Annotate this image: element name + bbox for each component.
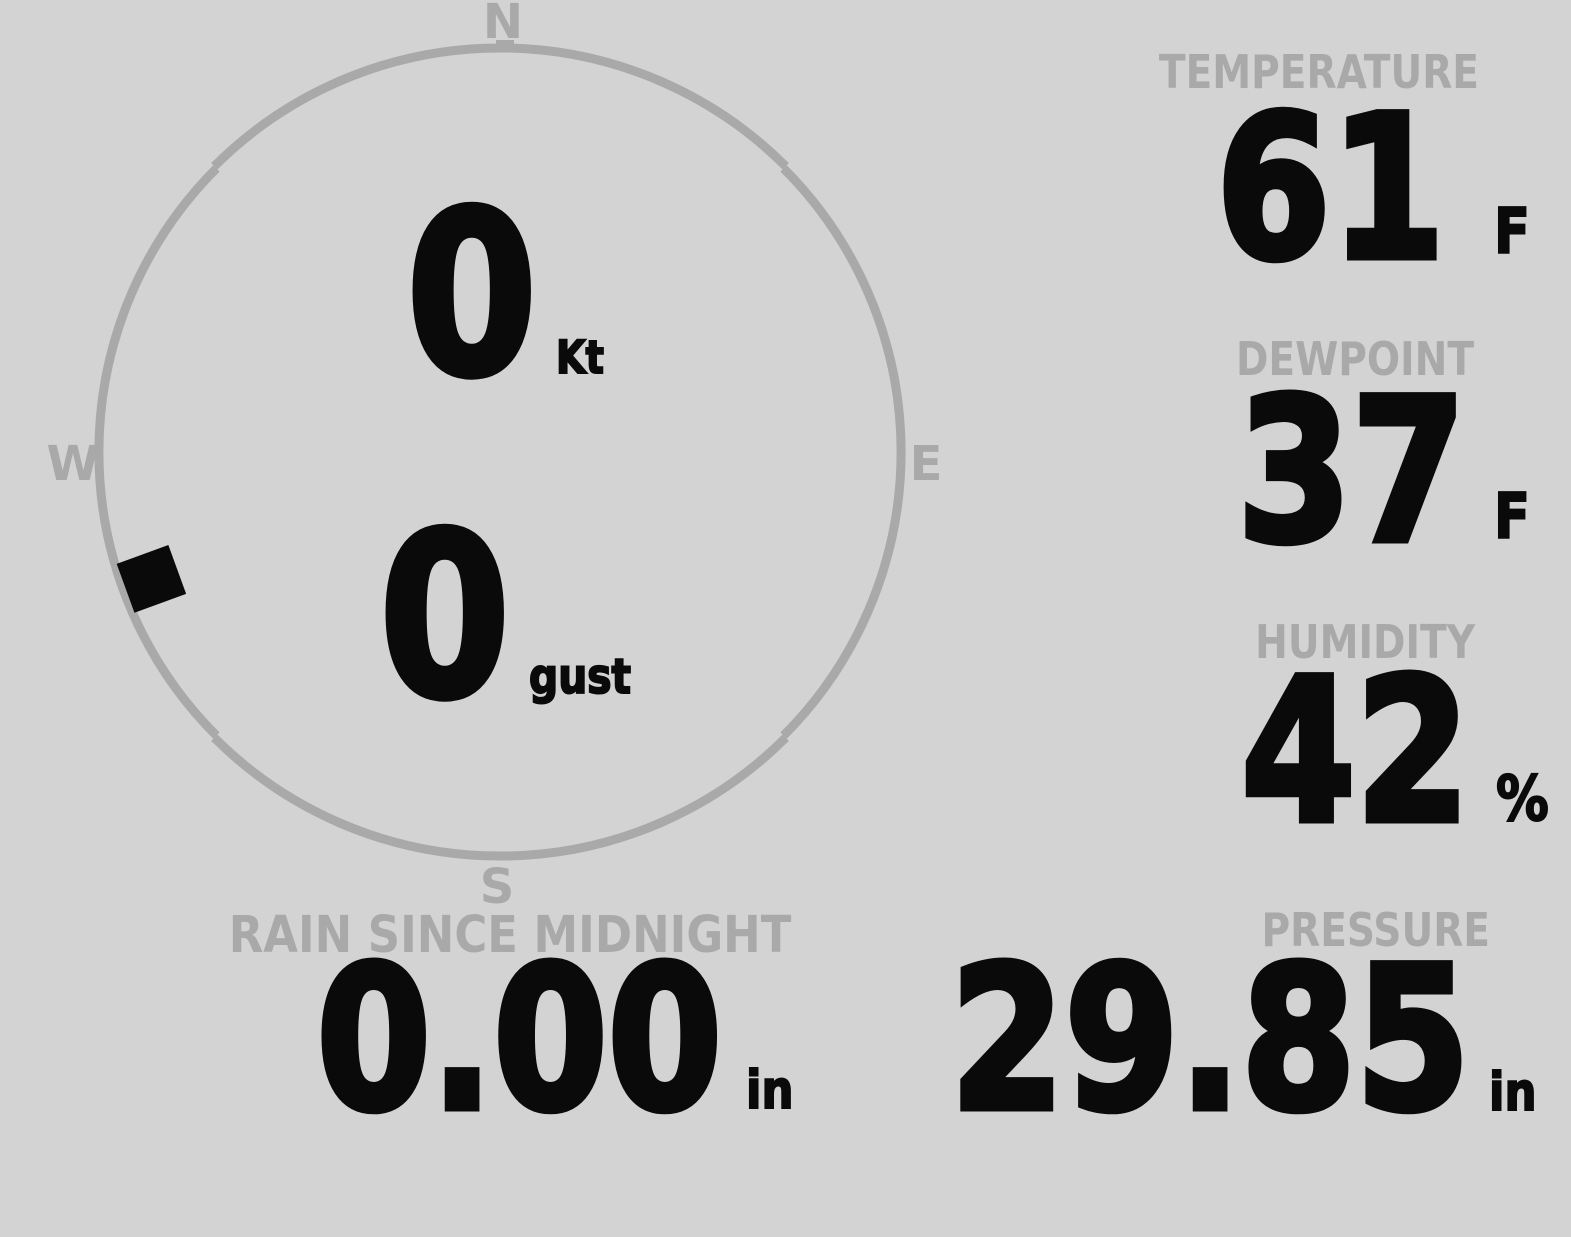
wind-speed-readout: 0 Kt xyxy=(403,160,605,430)
humidity-unit: % xyxy=(1496,763,1549,835)
temperature-value: 61 xyxy=(1216,73,1445,304)
dewpoint-label: DEWPOINT xyxy=(1236,333,1474,387)
temperature-unit: F xyxy=(1494,196,1530,268)
wind-gust-value: 0 xyxy=(379,485,510,748)
rain-label: RAIN SINCE MIDNIGHT xyxy=(229,905,792,964)
rain-value: 0.00 xyxy=(317,924,722,1155)
dewpoint-unit: F xyxy=(1494,481,1530,553)
wind-compass-gauge: N E S W 0 Kt 0 gust xyxy=(47,0,943,915)
compass-label-north: N xyxy=(483,0,523,50)
rain-section: RAIN SINCE MIDNIGHT 0.00 in xyxy=(229,905,795,1158)
wind-gust-unit: gust xyxy=(529,649,631,705)
humidity-label: HUMIDITY xyxy=(1255,616,1476,670)
wind-gust-readout: 0 gust xyxy=(376,482,632,752)
dewpoint-value: 37 xyxy=(1237,356,1466,587)
compass-ring-south-arc xyxy=(211,734,789,861)
dewpoint-section: DEWPOINT 37 F xyxy=(1234,333,1531,590)
pressure-label: PRESSURE xyxy=(1261,904,1490,958)
pressure-unit: in xyxy=(1489,1060,1537,1122)
compass-label-west: W xyxy=(47,436,100,492)
compass-ring-north-arc xyxy=(211,43,789,170)
compass-label-south: S xyxy=(480,859,515,915)
pressure-section: PRESSURE 29.85 in xyxy=(947,904,1537,1158)
pressure-value: 29.85 xyxy=(950,924,1470,1155)
wind-speed-unit: Kt xyxy=(556,331,604,384)
compass-ring-west-arc xyxy=(94,165,220,739)
wind-speed-value: 0 xyxy=(406,163,537,426)
temperature-section: TEMPERATURE 61 F xyxy=(1159,46,1531,307)
compass-north-tick xyxy=(496,40,514,50)
temperature-label: TEMPERATURE xyxy=(1159,46,1479,100)
humidity-section: HUMIDITY 42 % xyxy=(1238,616,1550,870)
rain-unit: in xyxy=(746,1058,794,1120)
wind-direction-marker xyxy=(116,545,187,613)
humidity-value: 42 xyxy=(1241,636,1470,867)
compass-label-east: E xyxy=(910,436,943,492)
compass-ring-east-arc xyxy=(780,165,906,739)
